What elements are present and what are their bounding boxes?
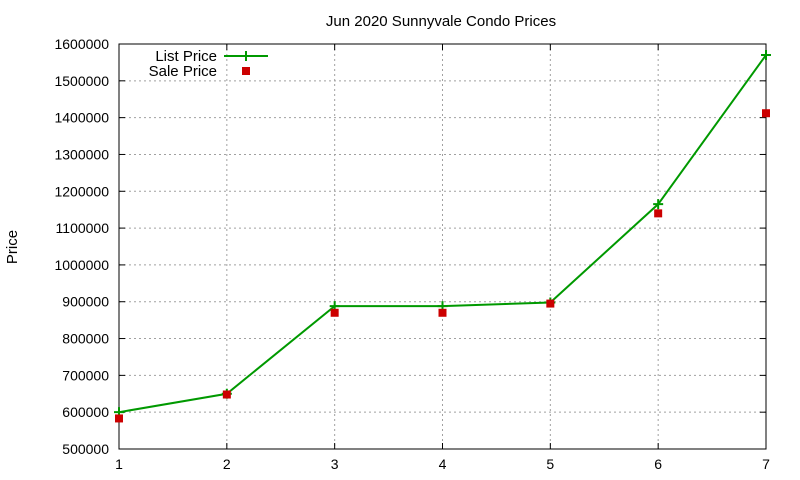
sale-price-point [546, 299, 555, 308]
y-tick-label: 1000000 [54, 257, 109, 273]
x-axis-tick-labels: 1 2 3 4 5 6 7 [115, 456, 770, 472]
list-price-point [653, 199, 664, 210]
legend-swatch-list-price-marker [241, 51, 251, 61]
sale-price-point [762, 109, 770, 118]
y-axis-title: Price [4, 230, 21, 264]
sale-price-point [330, 308, 339, 317]
sale-price-point [438, 308, 447, 317]
x-tick-label: 2 [223, 456, 231, 472]
legend: List Price Sale Price [149, 48, 268, 80]
list-price-point [761, 50, 771, 61]
y-tick-label: 1100000 [56, 220, 110, 236]
x-tick-label: 6 [654, 456, 662, 472]
chart-title: Jun 2020 Sunnyvale Condo Prices [326, 13, 556, 30]
y-tick-label: 1500000 [54, 73, 109, 89]
y-tick-label: 500000 [62, 441, 109, 457]
y-tick-label: 1300000 [54, 146, 109, 162]
data-series [114, 50, 771, 423]
sale-price-point [654, 209, 663, 218]
sale-price-point [115, 414, 123, 423]
y-tick-label: 1600000 [54, 36, 109, 52]
legend-label-list-price: List Price [155, 48, 217, 65]
x-tick-label: 7 [762, 456, 770, 472]
x-tick-label: 3 [331, 456, 339, 472]
legend-swatch-sale-price-marker [242, 67, 250, 75]
y-tick-label: 600000 [62, 404, 109, 420]
y-tick-label: 800000 [62, 331, 109, 347]
x-tick-label: 4 [439, 456, 447, 472]
sale-price-point [222, 390, 231, 399]
y-tick-label: 1200000 [54, 183, 109, 199]
x-tick-label: 1 [115, 456, 123, 472]
axis-ticks [118, 43, 767, 450]
legend-label-sale-price: Sale Price [149, 63, 217, 80]
y-tick-label: 700000 [62, 367, 109, 383]
y-tick-label: 900000 [62, 294, 109, 310]
x-tick-label: 5 [546, 456, 554, 472]
y-tick-label: 1400000 [54, 110, 109, 126]
y-axis-tick-labels: 500000 600000 700000 800000 900000 1000000 110… [54, 36, 109, 457]
